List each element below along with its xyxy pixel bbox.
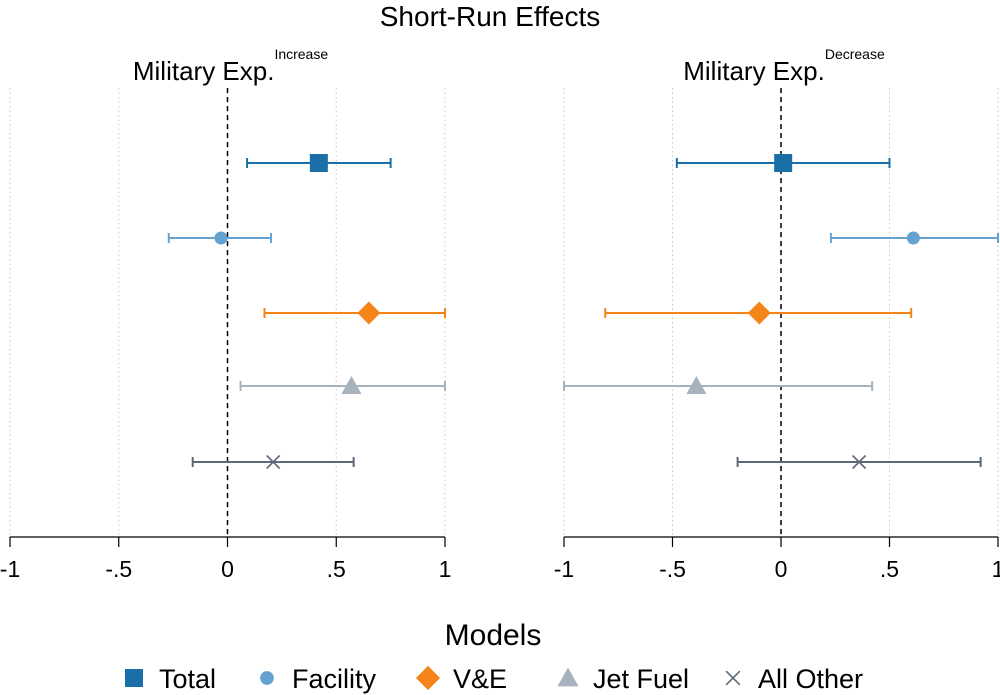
series-all-other bbox=[736, 454, 982, 470]
panel-1: Military Exp.Increase -1 -.5 0 .5 1 bbox=[0, 46, 451, 582]
point-estimate bbox=[214, 231, 228, 245]
point-estimate bbox=[266, 454, 281, 470]
series-all-other bbox=[191, 454, 355, 470]
series-v-e bbox=[263, 301, 446, 325]
legend-marker-circle bbox=[260, 671, 274, 685]
panel-title-superscript: Increase bbox=[274, 46, 328, 62]
panel-title: Military Exp.Decrease bbox=[683, 46, 885, 86]
point-estimate bbox=[341, 376, 362, 394]
legend-label: V&E bbox=[453, 664, 507, 694]
legend-marker-triangle bbox=[557, 667, 579, 687]
legend-title: Models bbox=[445, 619, 542, 652]
x-tick-label: -.5 bbox=[659, 556, 686, 582]
legend-item-all-other: All Other bbox=[725, 664, 863, 694]
legend-label: All Other bbox=[758, 664, 863, 694]
x-tick-label: 0 bbox=[775, 556, 788, 582]
panel-title-main: Military Exp. bbox=[683, 56, 825, 86]
legend-item-facility: Facility bbox=[260, 664, 377, 694]
x-tick-label: -1 bbox=[0, 556, 20, 582]
x-tick-label: -1 bbox=[554, 556, 574, 582]
panel-title-superscript: Decrease bbox=[825, 46, 885, 62]
legend-label: Facility bbox=[292, 664, 377, 694]
point-estimate bbox=[852, 454, 867, 470]
panel-title-main: Military Exp. bbox=[133, 56, 275, 86]
legend-item-v-e: V&E bbox=[415, 664, 507, 694]
chart-title: Short-Run Effects bbox=[380, 1, 600, 32]
legend-label: Total bbox=[159, 664, 216, 694]
point-estimate bbox=[747, 301, 771, 325]
legend-item-total: Total bbox=[125, 664, 216, 694]
legend-item-jet-fuel: Jet Fuel bbox=[557, 664, 689, 694]
x-tick-label: 0 bbox=[221, 556, 234, 582]
series-jet-fuel bbox=[563, 376, 874, 394]
x-tick-label: -.5 bbox=[105, 556, 132, 582]
series-v-e bbox=[604, 301, 913, 325]
x-tick-label: 1 bbox=[992, 556, 1000, 582]
point-estimate bbox=[906, 231, 920, 245]
legend-marker-square bbox=[125, 669, 143, 687]
point-estimate bbox=[686, 376, 707, 394]
series-jet-fuel bbox=[239, 376, 446, 394]
series-facility bbox=[167, 231, 272, 245]
series-total bbox=[246, 154, 392, 172]
x-tick-label: 1 bbox=[439, 556, 452, 582]
point-estimate bbox=[357, 301, 381, 325]
panel-title: Military Exp.Increase bbox=[133, 46, 328, 86]
panel-2: Military Exp.Decrease -1 -.5 0 .5 1 bbox=[554, 46, 1000, 582]
series-facility bbox=[829, 231, 999, 245]
point-estimate bbox=[774, 154, 793, 172]
point-estimate bbox=[309, 154, 328, 172]
x-tick-label: .5 bbox=[880, 556, 899, 582]
legend: Total Facility V&E Jet Fuel All Other bbox=[125, 664, 863, 694]
legend-marker-x bbox=[725, 670, 741, 686]
legend-label: Jet Fuel bbox=[593, 664, 689, 694]
legend-marker-diamond bbox=[415, 665, 441, 691]
x-tick-label: .5 bbox=[327, 556, 346, 582]
series-total bbox=[675, 154, 891, 172]
